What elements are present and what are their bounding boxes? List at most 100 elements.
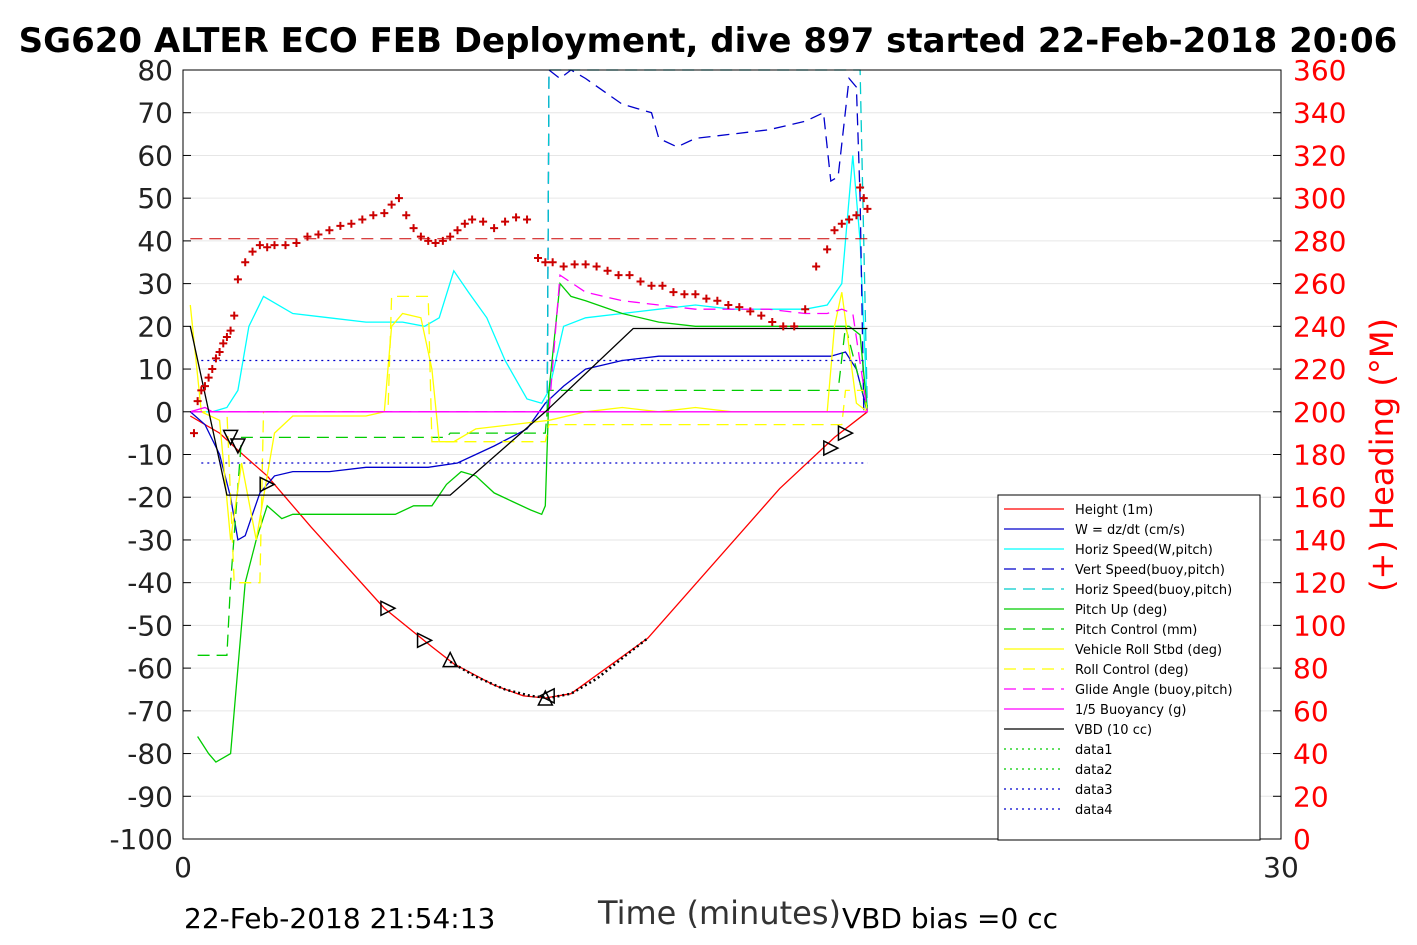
triangle-marker — [229, 438, 247, 455]
heading-point — [197, 386, 206, 395]
heading-point — [680, 290, 689, 299]
heading-point — [380, 209, 389, 218]
heading-point — [856, 183, 865, 192]
heading-point — [534, 253, 543, 262]
left-tick-label: -90 — [127, 780, 173, 813]
heading-point — [702, 294, 711, 303]
left-tick-label: 20 — [137, 310, 173, 343]
left-tick-label: 10 — [137, 353, 173, 386]
series-layer — [189, 68, 869, 763]
heading-point — [614, 271, 623, 280]
heading-point — [812, 262, 821, 271]
heading-point — [658, 281, 667, 290]
heading-point — [394, 194, 403, 203]
legend-label: Height (1m) — [1075, 503, 1153, 518]
triangle-marker — [538, 687, 555, 705]
triangle-marker — [837, 424, 855, 442]
series-line-10 — [190, 406, 868, 413]
triangle-marker — [416, 632, 434, 649]
chart-title: SG620 ALTER ECO FEB Deployment, dive 897… — [19, 21, 1398, 61]
right-tick-label: 340 — [1293, 97, 1346, 130]
heading-point — [468, 215, 477, 224]
heading-point — [336, 221, 345, 230]
left-y-axis: 80 70 60 50 40 30 20 10 0 -10 -20 -30 -40 -50 -60 -70 -8… — [109, 54, 191, 856]
heading-point — [446, 232, 455, 241]
heading-point — [859, 194, 868, 203]
left-tick-label: 40 — [137, 225, 173, 258]
right-tick-label: 120 — [1293, 567, 1346, 600]
heading-point — [845, 215, 854, 224]
footer-vbd-bias: VBD bias =0 cc — [842, 902, 1058, 935]
triangle-marker — [441, 650, 459, 668]
x-axis-label: Time (minutes) — [597, 894, 841, 932]
heading-point — [570, 260, 579, 269]
heading-point — [358, 215, 367, 224]
heading-point — [369, 211, 378, 220]
legend-label: Horiz Speed(buoy,pitch) — [1075, 583, 1232, 598]
legend-label: data3 — [1075, 783, 1113, 798]
heading-point — [230, 311, 239, 320]
legend: Height (1m) W = dz/dt (cm/s) Horiz Speed(W… — [997, 494, 1261, 841]
left-tick-label: -20 — [127, 481, 173, 514]
legend-label: Glide Angle (buoy,pitch) — [1075, 683, 1233, 698]
heading-point — [830, 226, 839, 235]
heading-point — [233, 275, 242, 284]
heading-point — [669, 288, 678, 297]
heading-point — [548, 258, 557, 267]
heading-layer — [189, 183, 872, 438]
heading-point — [303, 232, 312, 241]
heading-point — [248, 247, 257, 256]
heading-point — [647, 281, 656, 290]
heading-point — [479, 217, 488, 226]
legend-label: Vert Speed(buoy,pitch) — [1075, 563, 1225, 578]
left-tick-label: -40 — [127, 567, 173, 600]
heading-point — [625, 271, 634, 280]
right-tick-label: 320 — [1293, 139, 1346, 172]
heading-point — [460, 219, 469, 228]
legend-label: W = dz/dt (cm/s) — [1075, 523, 1185, 538]
left-tick-label: -10 — [127, 439, 173, 472]
heading-point — [314, 230, 323, 239]
series-line-6 — [197, 326, 869, 656]
right-tick-label: 160 — [1293, 481, 1346, 514]
series-line-1 — [189, 351, 869, 541]
triangle-marker — [380, 600, 397, 617]
left-tick-label: -50 — [127, 609, 173, 642]
heading-point — [222, 333, 231, 342]
heading-point — [215, 347, 224, 356]
heading-point — [603, 266, 612, 275]
series-line-11 — [189, 326, 868, 496]
heading-point — [746, 307, 755, 316]
left-tick-label: -70 — [127, 695, 173, 728]
right-tick-label: 300 — [1293, 182, 1346, 215]
heading-point — [779, 322, 788, 331]
heading-point — [281, 241, 290, 250]
legend-label: data4 — [1075, 803, 1113, 818]
right-tick-label: 80 — [1293, 652, 1329, 685]
heading-point — [292, 239, 301, 248]
heading-point — [219, 339, 228, 348]
legend-box — [997, 494, 1261, 841]
heading-point — [757, 311, 766, 320]
left-tick-label: -100 — [109, 823, 173, 856]
legend-label: Pitch Up (deg) — [1075, 603, 1167, 618]
right-tick-label: 360 — [1293, 54, 1346, 87]
left-tick-label: 70 — [137, 97, 173, 130]
heading-point — [735, 303, 744, 312]
left-tick-label: 80 — [137, 54, 173, 87]
heading-point — [438, 236, 447, 245]
heading-point — [863, 204, 872, 213]
footer-timestamp: 22-Feb-2018 21:54:13 — [184, 902, 495, 935]
heading-point — [347, 219, 356, 228]
left-tick-label: -30 — [127, 524, 173, 557]
series-line-9 — [190, 273, 869, 413]
right-tick-label: 220 — [1293, 353, 1346, 386]
legend-label: Pitch Control (mm) — [1075, 623, 1197, 638]
heading-point — [837, 219, 846, 228]
right-tick-label: 20 — [1293, 780, 1329, 813]
heading-point — [453, 226, 462, 235]
heading-point — [490, 224, 499, 233]
heading-point — [409, 224, 418, 233]
heading-point — [226, 326, 235, 335]
